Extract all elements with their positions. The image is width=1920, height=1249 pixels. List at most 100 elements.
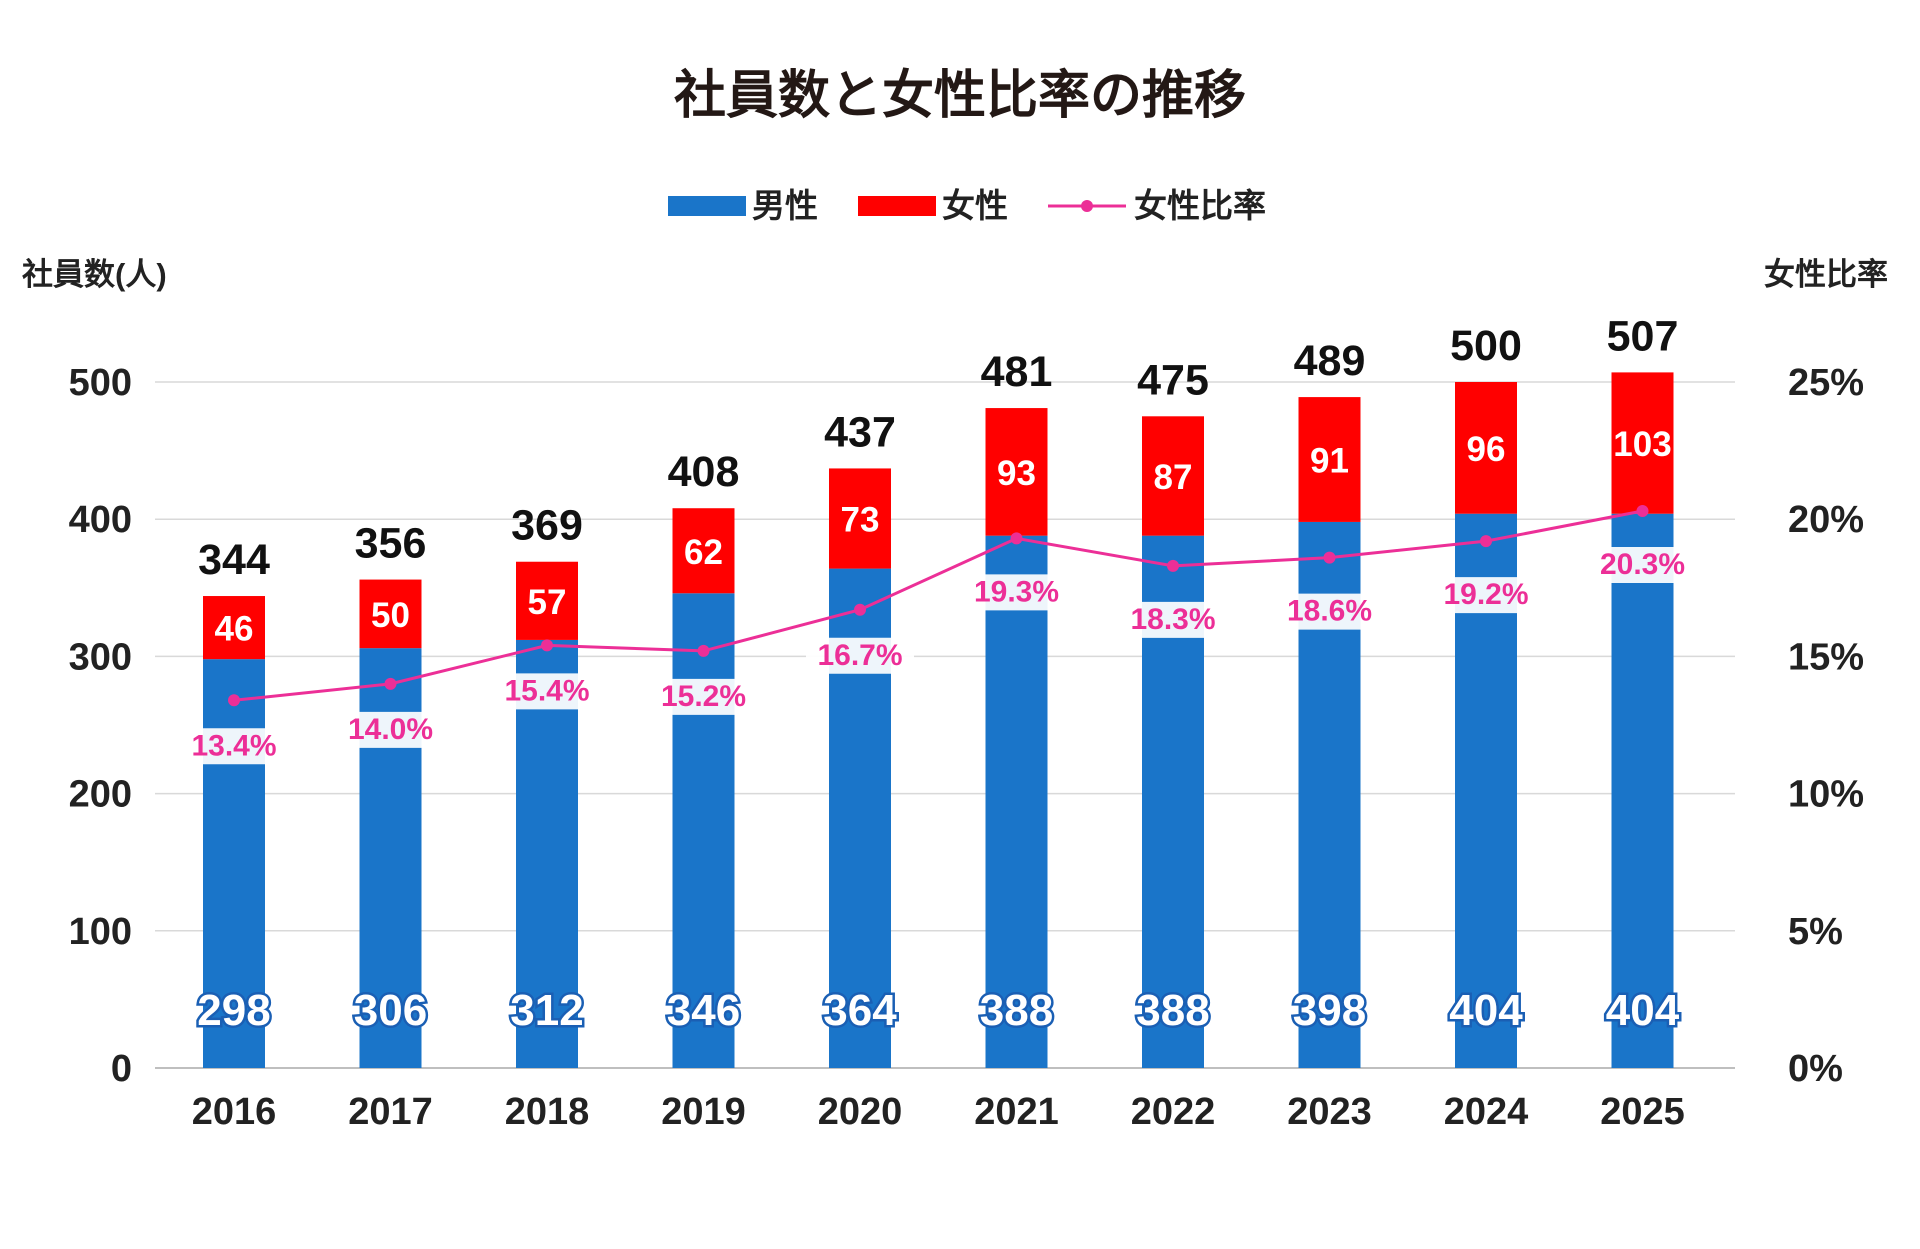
female-value-label: 91 (1310, 442, 1349, 481)
ratio-marker (1323, 551, 1336, 564)
ratio-marker (1167, 559, 1179, 572)
bar-female (1455, 382, 1517, 514)
y2-tick-label: 10% (1788, 774, 1864, 816)
total-value-label: 356 (355, 520, 427, 568)
total-value-label: 481 (981, 348, 1053, 396)
female-value-label: 57 (528, 583, 567, 622)
y2-tick-label: 0% (1788, 1048, 1843, 1090)
y2-tick-label: 20% (1788, 499, 1864, 541)
bar-female (516, 561, 578, 640)
y-tick-label: 400 (69, 499, 132, 541)
male-value-label: 404 (1606, 986, 1680, 1035)
y-axis-ticks: 0 100 200 300 400 500 (69, 362, 132, 1090)
ratio-label-bg (1588, 546, 1697, 583)
female-value-label: 62 (684, 533, 723, 572)
ratio-marker (541, 639, 553, 652)
bar-female (829, 468, 891, 569)
ratio-line (233, 509, 1643, 702)
ratio-label-bg (493, 673, 601, 710)
y2-tick-label: 5% (1788, 911, 1843, 953)
total-value-label: 500 (1450, 322, 1522, 370)
female-value-label: 50 (371, 596, 410, 635)
y-tick-label: 200 (69, 774, 132, 816)
ratio-value-label: 15.4% (504, 674, 589, 707)
ratio-value-label: 14.0% (348, 713, 433, 746)
bar-female (672, 508, 735, 594)
y2-tick-label: 25% (1788, 362, 1864, 404)
bar-male (985, 535, 1048, 1068)
ratio-label-bg (649, 678, 758, 715)
female-value-label: 46 (215, 610, 254, 649)
bar-male (1611, 513, 1674, 1068)
male-value-label: 388 (980, 986, 1053, 1035)
x-tick-label: 2024 (1444, 1091, 1529, 1133)
female-value-label: 96 (1467, 430, 1506, 469)
total-value-label: 369 (511, 502, 583, 550)
male-value-label: 306 (354, 986, 427, 1035)
female-value-label: 87 (1154, 458, 1193, 497)
total-value-label: 507 (1607, 312, 1679, 360)
ratio-marker (854, 603, 866, 616)
y2-tick-label: 15% (1788, 636, 1864, 678)
bar-male (203, 659, 265, 1068)
ratio-marker (384, 677, 397, 690)
ratio-label-bg (1432, 577, 1540, 614)
ratio-value-label: 19.2% (1443, 578, 1528, 611)
legend-swatch-female (858, 196, 936, 216)
total-value-label: 344 (198, 536, 270, 584)
bar-female (203, 596, 265, 660)
male-value-label: 404 (1449, 986, 1523, 1035)
ratio-label-bg (962, 574, 1071, 611)
y-axis-title: 社員数(人) (22, 257, 167, 292)
ratio-label-bg (336, 711, 445, 748)
bar-male (672, 593, 735, 1068)
ratio-marker (697, 644, 710, 657)
bar-female (1611, 372, 1674, 514)
ratio-marker (1480, 535, 1492, 548)
ratio-value-label: 16.7% (817, 639, 902, 672)
legend-label-male: 男性 (752, 187, 818, 224)
x-axis-ticks: 2016 2017 2018 2019 2020 2021 2022 2023 2024 2025 (192, 1091, 1685, 1133)
ratio-value-label: 18.6% (1287, 595, 1372, 628)
ratio-value-label: 19.3% (974, 575, 1059, 608)
bar-female (359, 579, 422, 649)
bars (203, 372, 1674, 1068)
y-tick-label: 100 (69, 911, 132, 953)
x-tick-label: 2017 (348, 1091, 433, 1133)
total-value-label: 408 (668, 448, 740, 496)
male-value-label: 388 (1136, 986, 1209, 1035)
ratio-marker (1010, 532, 1023, 545)
male-value-label: 346 (667, 986, 740, 1035)
bar-male (516, 639, 578, 1068)
y2-axis-ticks: 0% 5% 10% 15% 20% 25% (1788, 362, 1864, 1090)
female-value-label: 93 (997, 454, 1036, 493)
y-tick-label: 500 (69, 362, 132, 404)
ratio-label-bg (1119, 601, 1227, 638)
y-tick-label: 0 (111, 1048, 132, 1090)
x-tick-label: 2018 (505, 1091, 590, 1133)
legend-marker-ratio (1081, 200, 1093, 212)
x-tick-label: 2021 (974, 1091, 1059, 1133)
x-tick-label: 2019 (661, 1091, 746, 1133)
male-value-label: 298 (197, 986, 270, 1035)
total-value-label: 489 (1294, 337, 1366, 385)
bar-female (1298, 397, 1361, 522)
female-value-label: 73 (841, 501, 880, 540)
bar-female (1142, 416, 1204, 536)
x-tick-label: 2023 (1287, 1091, 1372, 1133)
bar-female (985, 408, 1048, 536)
x-tick-label: 2020 (818, 1091, 903, 1133)
y2-axis-title: 女性比率 (1764, 257, 1888, 292)
x-tick-label: 2025 (1600, 1091, 1685, 1133)
male-value-label: 364 (823, 986, 897, 1035)
y-tick-label: 300 (69, 636, 132, 678)
ratio-label-bg (1275, 593, 1384, 630)
ratio-value-label: 20.3% (1600, 548, 1685, 581)
x-tick-label: 2022 (1131, 1091, 1216, 1133)
male-value-label: 312 (510, 986, 583, 1035)
ratio-label-bg (806, 637, 914, 674)
legend-swatch-male (668, 196, 746, 216)
ratio-value-label: 13.4% (191, 729, 276, 762)
total-value-label: 475 (1137, 356, 1209, 404)
